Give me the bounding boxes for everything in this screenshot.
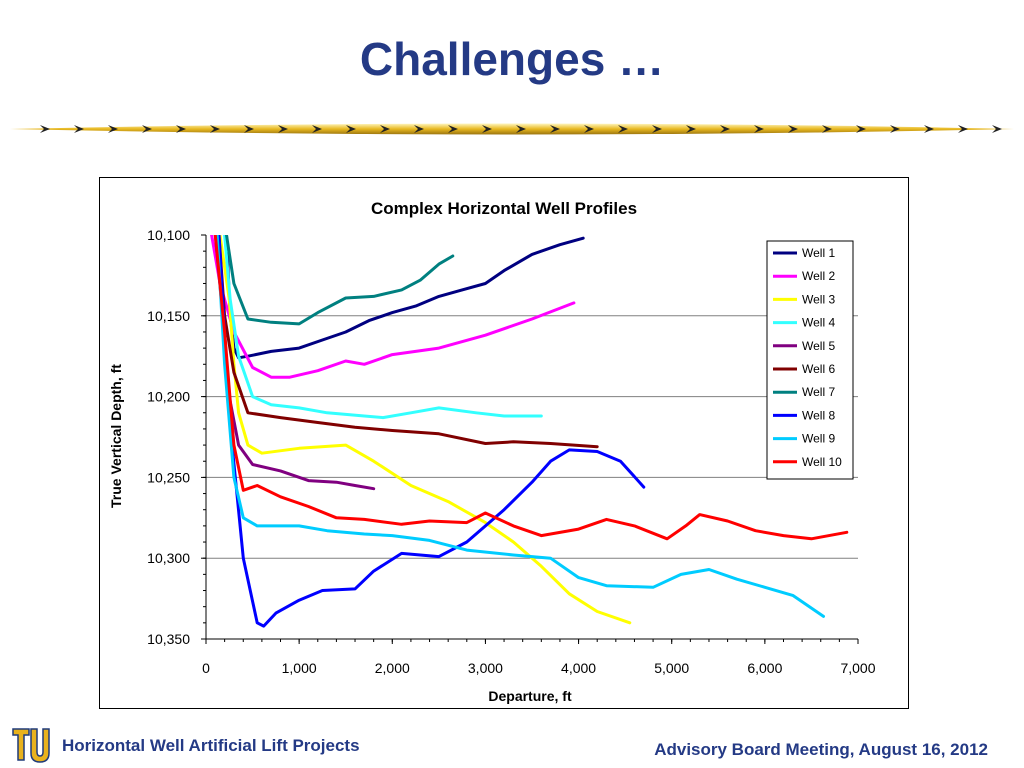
series-line [225, 235, 455, 326]
legend-label: Well 8 [802, 408, 835, 422]
rope-divider [10, 123, 1014, 135]
x-tick-label: 4,000 [561, 660, 596, 676]
x-tick-label: 5,000 [654, 660, 689, 676]
footer-project-name: Horizontal Well Artificial Lift Projects [62, 736, 360, 755]
legend-label: Well 6 [802, 362, 835, 376]
y-tick-label: 10,150 [147, 308, 190, 324]
x-tick-label: 2,000 [375, 660, 410, 676]
y-tick-label: 10,300 [147, 550, 190, 566]
series-line [217, 235, 646, 628]
y-axis-label: True Vertical Depth, ft [108, 364, 124, 508]
x-tick-label: 6,000 [747, 660, 782, 676]
tu-logo-icon [11, 726, 51, 764]
y-tick-label: 10,350 [147, 631, 190, 647]
legend-label: Well 9 [802, 432, 835, 446]
legend-label: Well 10 [802, 455, 842, 469]
chart-title: Complex Horizontal Well Profiles [371, 199, 637, 218]
chart-frame: Complex Horizontal Well Profiles Departu… [99, 177, 909, 709]
legend-label: Well 2 [802, 269, 835, 283]
line-chart: Complex Horizontal Well Profiles Departu… [108, 199, 876, 704]
series-line [225, 235, 585, 360]
series-line [218, 235, 632, 625]
y-tick-label: 10,200 [147, 389, 190, 405]
legend-label: Well 1 [802, 246, 835, 260]
legend-label: Well 7 [802, 385, 835, 399]
x-tick-label: 3,000 [468, 660, 503, 676]
slide-title: Challenges … [359, 33, 665, 85]
footer-meeting-date: Advisory Board Meeting, August 16, 2012 [654, 740, 988, 759]
y-tick-label: 10,100 [147, 227, 190, 243]
series-line [223, 235, 543, 420]
legend-label: Well 4 [802, 316, 835, 330]
series-line [215, 235, 825, 618]
legend-label: Well 3 [802, 292, 835, 306]
x-tick-label: 7,000 [840, 660, 875, 676]
series-line [210, 235, 576, 379]
series-line [213, 235, 849, 541]
x-tick-label: 0 [202, 660, 210, 676]
y-tick-label: 10,250 [147, 469, 190, 485]
x-axis-label: Departure, ft [488, 688, 572, 704]
series-line [217, 235, 599, 449]
x-tick-label: 1,000 [282, 660, 317, 676]
legend-label: Well 5 [802, 339, 835, 353]
